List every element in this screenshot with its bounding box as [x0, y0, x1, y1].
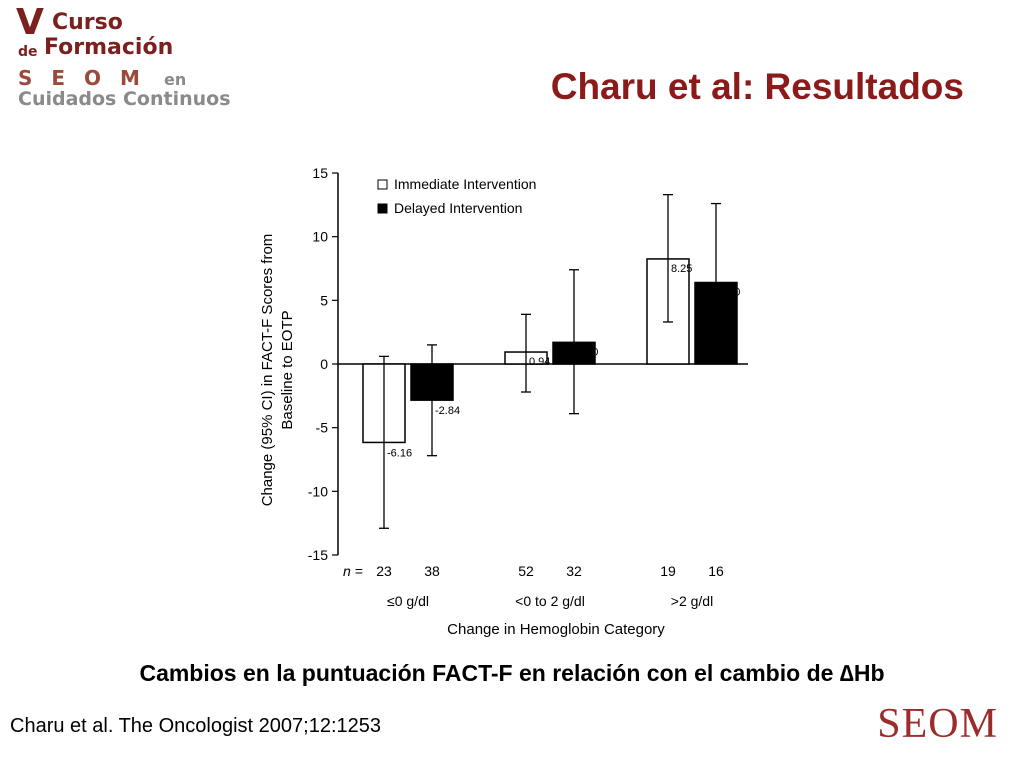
n-prefix-label: n = — [343, 563, 363, 579]
y-tick-label: -5 — [316, 420, 329, 436]
logo-line-formacion: Formación — [44, 35, 174, 60]
legend-label-delayed: Delayed Intervention — [394, 200, 522, 216]
x-axis-label: Change in Hemoglobin Category — [447, 621, 665, 638]
data-label-1-2: 6.40 — [719, 287, 740, 299]
n-value-0-2: 19 — [660, 563, 676, 579]
y-axis-label-line1: Change (95% CI) in FACT-F Scores from — [259, 234, 276, 507]
figure-caption: Cambios en la puntuación FACT-F en relac… — [139, 660, 885, 686]
y-axis-label-line2: Baseline to EOTP — [279, 310, 296, 429]
seom-brand-logo: SEOM — [877, 701, 998, 747]
legend-swatch-delayed — [377, 203, 388, 214]
legend-swatch-immediate — [377, 179, 388, 190]
slide-title: Charu et al: Resultados — [550, 66, 964, 107]
y-tick-label: 15 — [312, 165, 328, 181]
data-label-0-1: 0.94 — [529, 356, 550, 368]
y-tick-label: -15 — [308, 547, 328, 563]
legend-label-immediate: Immediate Intervention — [394, 176, 536, 192]
citation: Charu et al. The Oncologist 2007;12:1253 — [10, 715, 381, 737]
logo-line-cuidados: Cuidados Continuos — [18, 88, 231, 110]
data-label-1-1: 1.70 — [577, 346, 598, 358]
data-label-1-0: -2.84 — [435, 405, 460, 417]
data-label-0-2: 8.25 — [671, 263, 692, 275]
n-value-0-1: 52 — [518, 563, 534, 579]
n-value-1-0: 38 — [424, 563, 440, 579]
logo-line-curso: Curso — [52, 10, 123, 35]
logo-roman-numeral: V — [16, 2, 44, 43]
y-tick-label: -10 — [308, 483, 328, 499]
logo-line-de: de — [18, 44, 38, 60]
x-category-label-0: ≤0 g/dl — [387, 593, 429, 609]
logo-line-en: en — [164, 70, 187, 89]
n-value-1-2: 16 — [708, 563, 724, 579]
y-tick-label: 0 — [320, 356, 328, 372]
x-category-label-1: <0 to 2 g/dl — [515, 593, 585, 609]
x-category-label-2: >2 g/dl — [671, 593, 713, 609]
n-value-0-0: 23 — [376, 563, 392, 579]
logo-line-seom: S E O M — [18, 66, 146, 90]
bar-chart: 15 10 5 0 -5 -10 -15 Change (95% CI) in FACT-F … — [259, 165, 748, 638]
y-tick-label: 10 — [312, 229, 328, 245]
n-value-1-1: 32 — [566, 563, 582, 579]
course-logo: V Curso de Formación S E O M en Cuidados… — [14, 2, 264, 112]
data-label-0-0: -6.16 — [387, 447, 412, 459]
y-tick-label: 5 — [320, 292, 328, 308]
